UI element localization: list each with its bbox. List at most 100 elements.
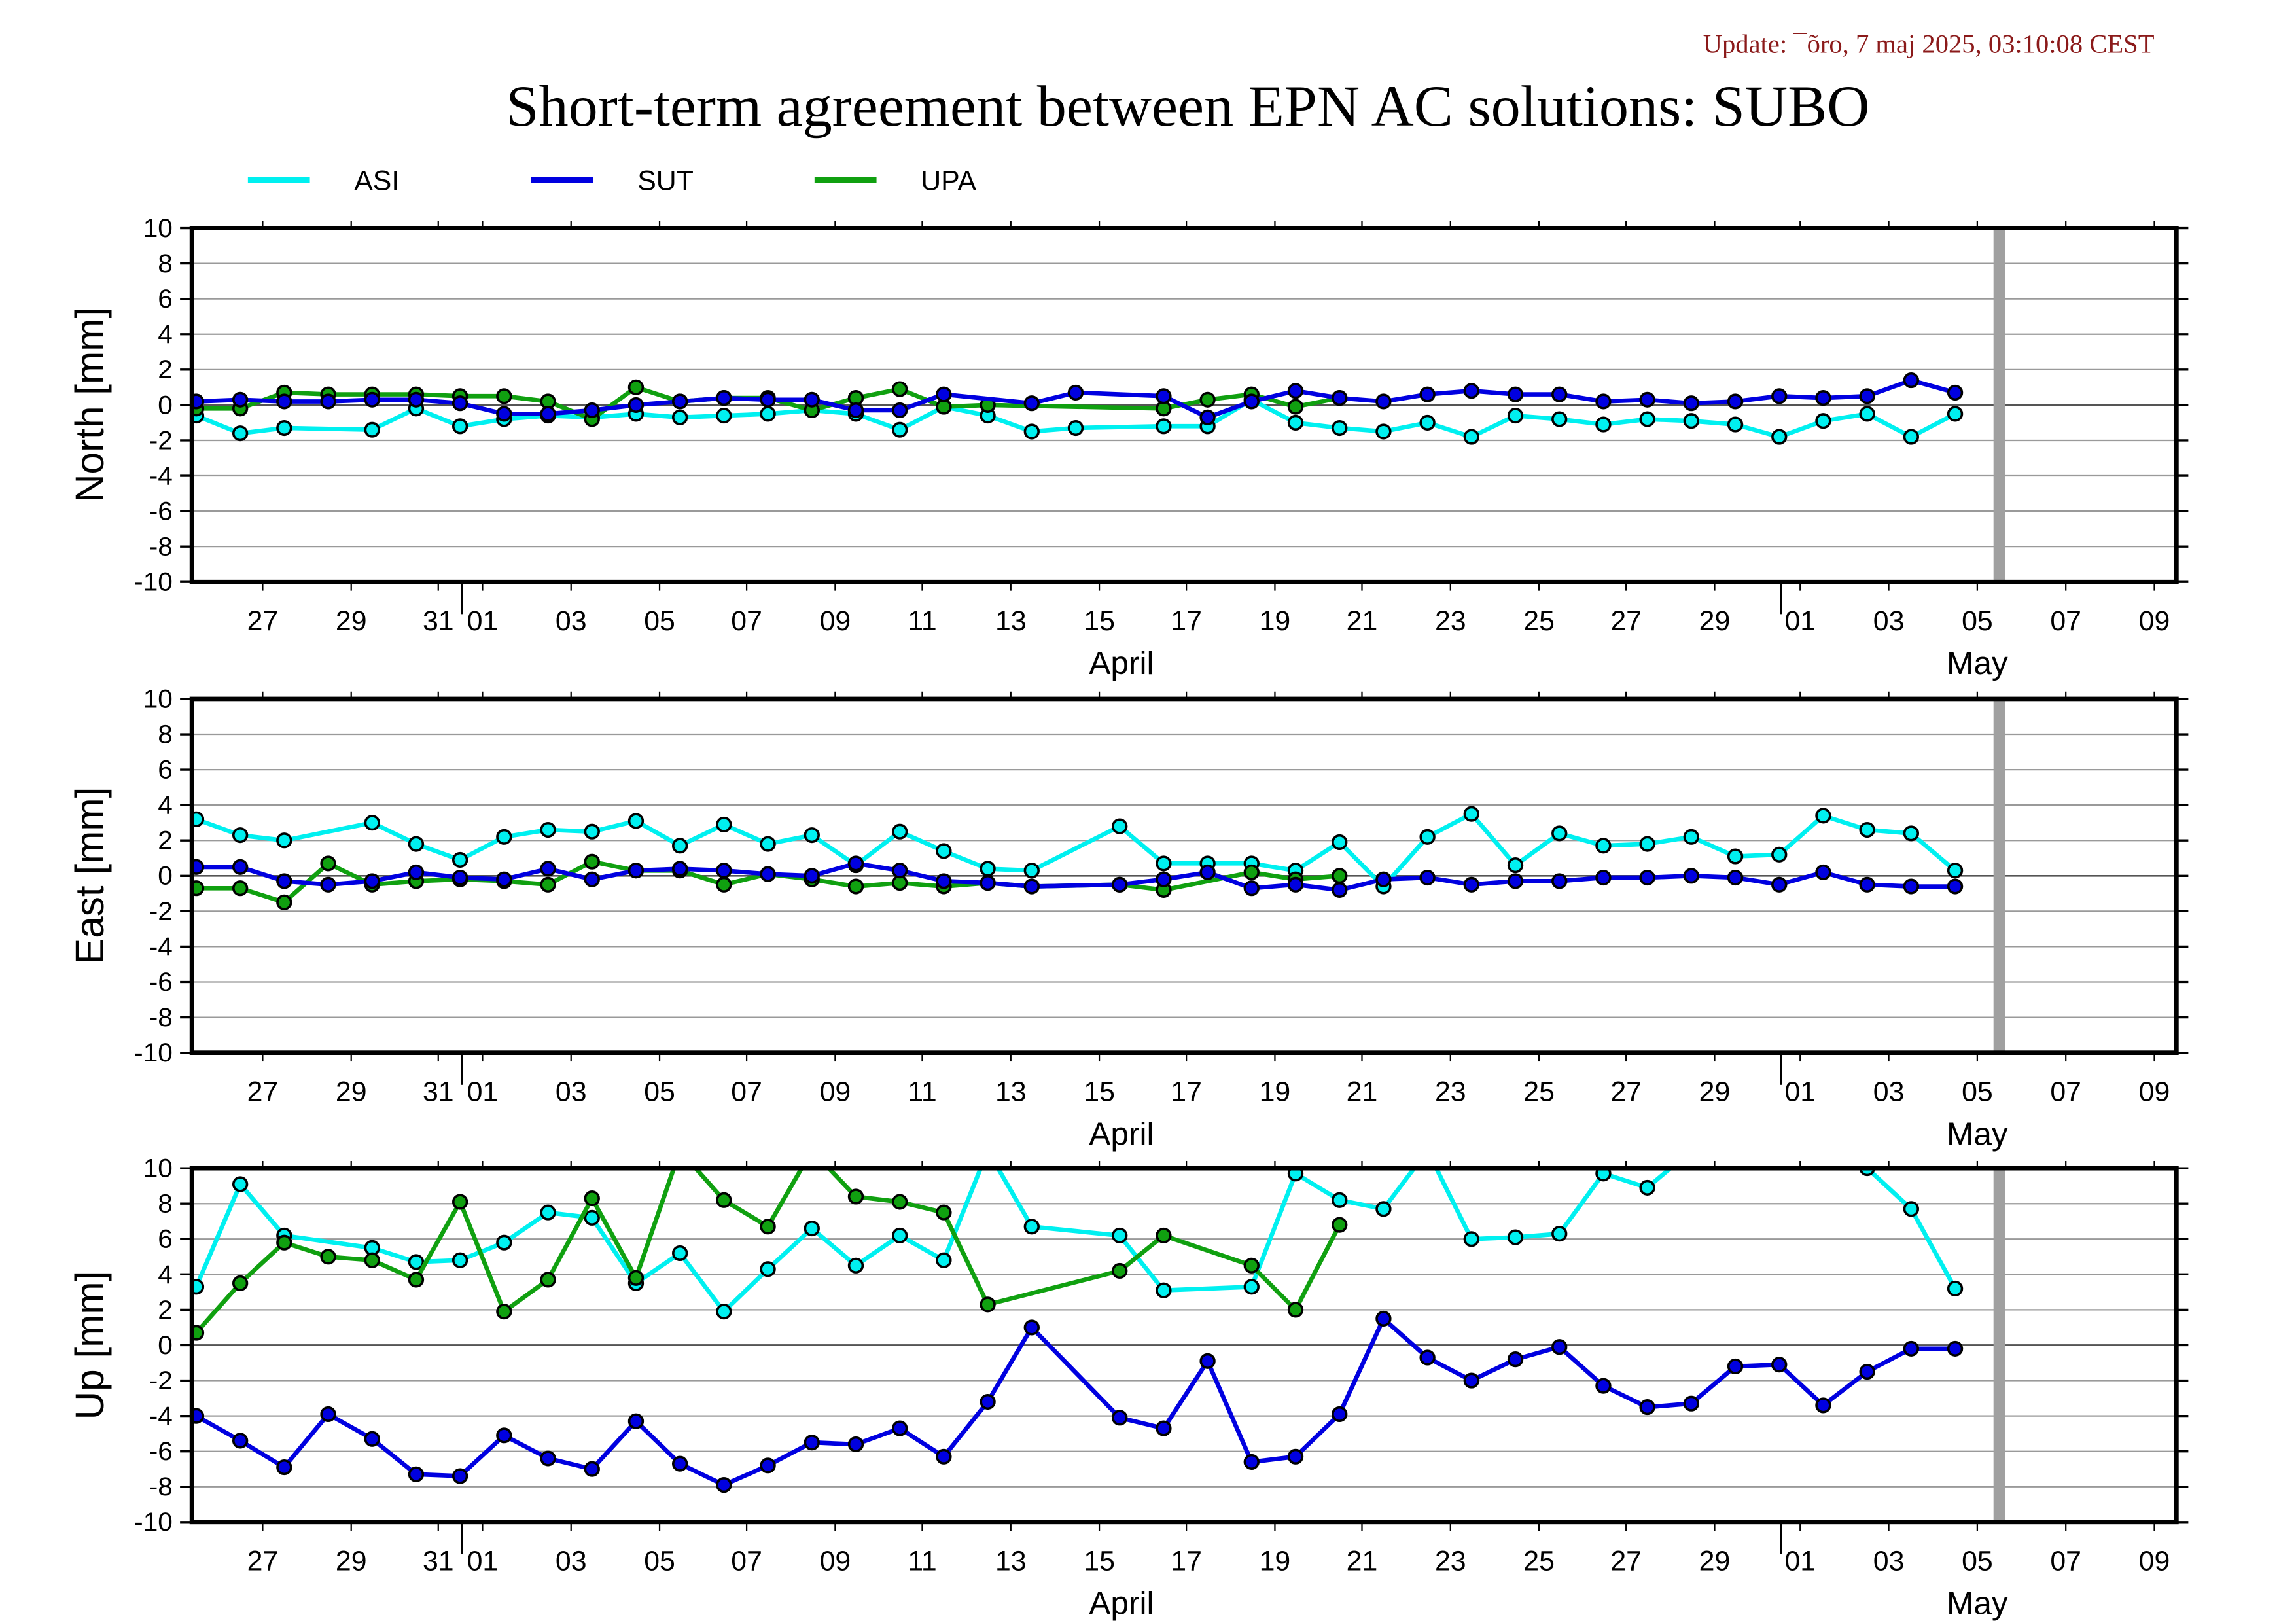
x-tick-label: 09 xyxy=(820,605,851,637)
data-point-sut xyxy=(1023,395,1040,412)
y-tick-label: -2 xyxy=(149,425,173,455)
data-point-upa xyxy=(320,1249,336,1265)
data-point-sut xyxy=(364,1431,380,1447)
data-point-sut xyxy=(1243,880,1260,897)
data-point-upa xyxy=(584,1190,600,1207)
data-point-upa xyxy=(1199,391,1216,408)
data-point-asi xyxy=(1771,846,1788,863)
x-tick-label: 27 xyxy=(247,605,279,637)
data-point-sut xyxy=(1112,1410,1128,1426)
data-point-sut xyxy=(1287,1448,1304,1465)
data-point-asi xyxy=(1419,414,1436,431)
series-line-asi xyxy=(194,1168,1958,1314)
month-label: May xyxy=(1947,1586,2008,1622)
month-label: April xyxy=(1089,1586,1154,1622)
y-tick-label: 10 xyxy=(143,684,173,714)
data-point-sut xyxy=(716,1477,732,1493)
data-point-sut xyxy=(584,402,600,419)
data-point-asi xyxy=(847,1257,864,1274)
data-point-asi xyxy=(1156,418,1172,435)
data-point-asi xyxy=(540,1204,556,1221)
data-point-sut xyxy=(892,863,908,879)
x-tick-label: 19 xyxy=(1260,1077,1291,1108)
x-tick-label: 29 xyxy=(1699,1077,1731,1108)
data-point-sut xyxy=(671,861,688,877)
data-point-asi xyxy=(1947,863,1964,879)
data-point-asi xyxy=(1507,1229,1524,1245)
x-tick-label: 05 xyxy=(644,1546,675,1577)
data-point-upa xyxy=(936,1204,952,1221)
y-tick-label: 2 xyxy=(158,825,173,855)
data-point-sut xyxy=(276,873,292,889)
data-point-sut xyxy=(1507,1351,1524,1368)
x-tick-label: 09 xyxy=(820,1546,851,1577)
y-tick-label: 6 xyxy=(158,1224,173,1254)
data-point-asi xyxy=(1023,863,1040,879)
x-tick-label: 09 xyxy=(2139,1077,2170,1108)
data-point-sut xyxy=(1551,1339,1568,1355)
month-label: April xyxy=(1089,1116,1154,1152)
x-tick-label: 07 xyxy=(731,1546,762,1577)
data-point-asi xyxy=(408,836,425,852)
data-point-asi xyxy=(496,1234,512,1251)
data-point-asi xyxy=(627,813,645,829)
data-point-asi xyxy=(1375,423,1392,440)
month-label: May xyxy=(1947,645,2008,681)
data-point-asi xyxy=(1067,419,1084,437)
data-point-upa xyxy=(451,1194,468,1210)
y-tick-label: -10 xyxy=(134,1507,173,1537)
data-point-asi xyxy=(540,821,556,838)
data-point-sut xyxy=(1463,876,1480,893)
data-point-asi xyxy=(1947,1280,1964,1297)
y-tick-label: -4 xyxy=(149,461,173,491)
data-point-sut xyxy=(1287,876,1304,893)
y-tick-label: -2 xyxy=(149,896,173,926)
data-point-sut xyxy=(1771,388,1788,404)
data-point-asi xyxy=(1375,1201,1392,1217)
y-tick-label: -4 xyxy=(149,931,173,961)
data-point-sut xyxy=(496,871,512,887)
data-point-sut xyxy=(232,1433,249,1449)
data-point-sut xyxy=(1947,384,1964,401)
data-point-asi xyxy=(1903,825,1920,842)
data-point-sut xyxy=(1683,1395,1700,1412)
data-point-upa xyxy=(540,876,556,893)
x-tick-label: 29 xyxy=(336,1077,367,1108)
data-point-sut xyxy=(1595,393,1612,410)
data-point-asi xyxy=(1332,1192,1348,1208)
data-point-asi xyxy=(1947,406,1964,422)
data-point-upa xyxy=(496,1304,512,1320)
x-tick-label: 29 xyxy=(336,605,367,637)
data-point-sut xyxy=(1639,1399,1655,1416)
data-point-asi xyxy=(1727,848,1744,865)
x-tick-label: 21 xyxy=(1347,1546,1378,1577)
data-point-asi xyxy=(1287,414,1304,431)
x-tick-label: 19 xyxy=(1260,1546,1291,1577)
data-point-sut xyxy=(320,876,336,893)
panel-north: 10 8 6 4 2 0 -2 -4 -6 -8 -10 27 29 31 01 03 05 07 09 11 13 15… xyxy=(67,213,2189,681)
data-point-asi xyxy=(1287,1168,1304,1182)
data-point-upa xyxy=(716,1192,732,1208)
y-tick-label: -6 xyxy=(149,967,173,997)
data-point-asi xyxy=(1595,838,1612,854)
data-point-sut xyxy=(1199,1353,1216,1369)
y-tick-label: -8 xyxy=(149,531,173,562)
data-point-upa xyxy=(1156,1227,1172,1243)
x-tick-label: 29 xyxy=(1699,605,1731,637)
data-point-upa xyxy=(540,1272,556,1288)
panels: 10 8 6 4 2 0 -2 -4 -6 -8 -10 27 29 31 01 03 05 07 09 11 13 15… xyxy=(67,213,2189,1622)
y-axis-label: East [mm] xyxy=(67,787,112,965)
y-tick-label: -8 xyxy=(149,1471,173,1501)
data-point-sut xyxy=(1507,873,1524,889)
legend-label-sut: SUT xyxy=(637,166,694,197)
data-point-asi xyxy=(1023,423,1040,440)
data-point-asi xyxy=(1463,1231,1480,1247)
y-tick-label: -6 xyxy=(149,496,173,526)
data-point-sut xyxy=(627,863,645,879)
data-point-asi xyxy=(1332,419,1348,437)
data-point-asi xyxy=(936,843,952,859)
data-point-sut xyxy=(1727,393,1744,410)
data-point-sut xyxy=(364,873,380,889)
data-point-upa xyxy=(627,1270,645,1286)
